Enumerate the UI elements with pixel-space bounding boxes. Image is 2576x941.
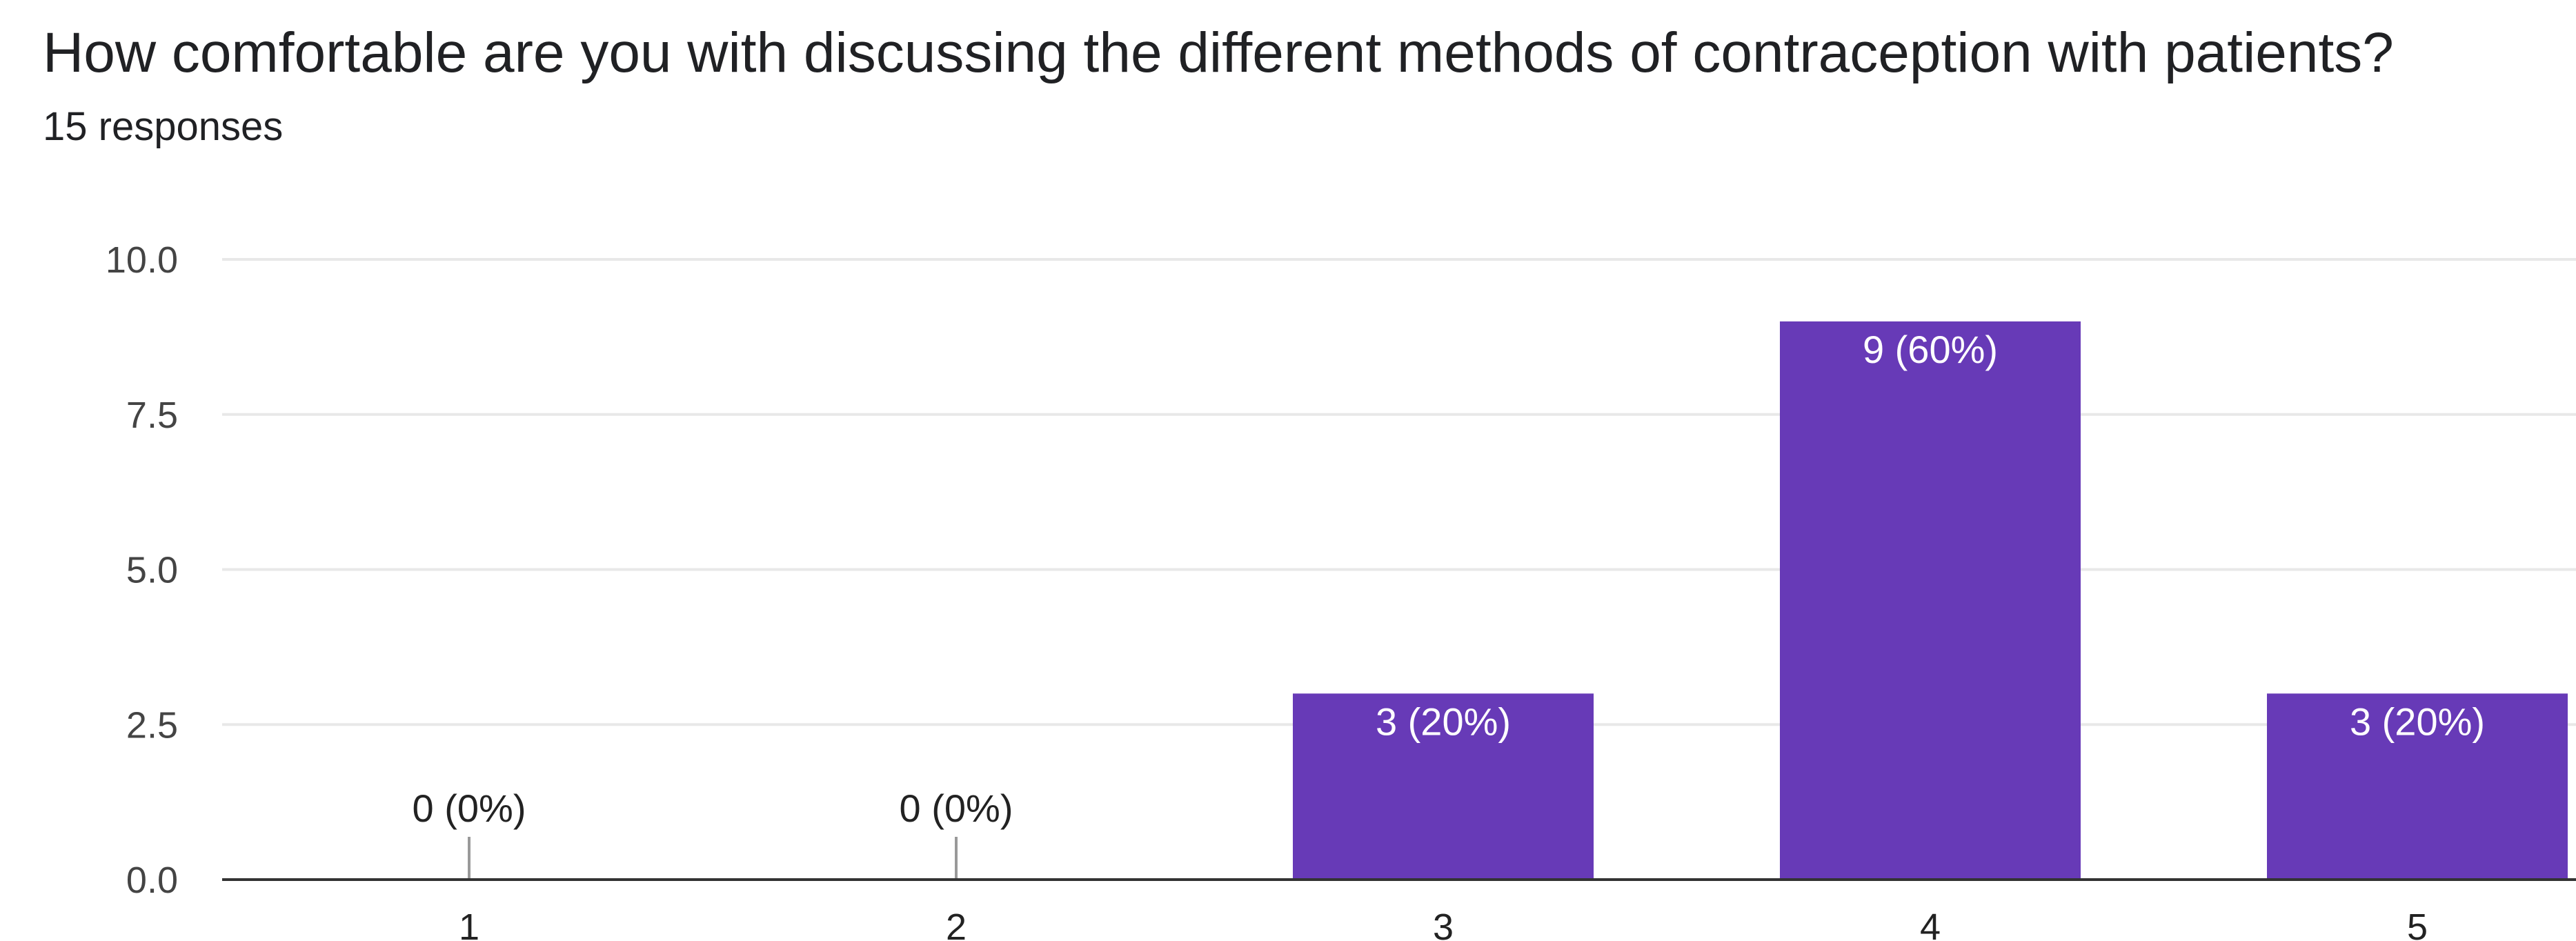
data-label: 0 (0%) [413, 786, 526, 830]
bar [1293, 693, 1594, 880]
y-tick-label: 5.0 [126, 550, 178, 591]
data-label: 3 (20%) [2350, 700, 2485, 743]
data-labels: 0 (0%) 0 (0%) 3 (20%) 9 (60%) 3 (20%) [413, 328, 2486, 830]
x-tick-label: 2 [946, 907, 967, 941]
x-tick-label: 1 [459, 907, 479, 941]
question-title: How comfortable are you with discussing … [43, 21, 2394, 84]
bars [468, 321, 2568, 880]
x-tick-label: 5 [2407, 907, 2428, 941]
bar [2267, 693, 2568, 880]
gridlines [222, 258, 2576, 726]
response-count: 15 responses [43, 104, 284, 149]
data-label: 3 (20%) [1376, 700, 1511, 743]
y-tick-label: 2.5 [126, 704, 178, 746]
y-tick-label: 7.5 [126, 395, 178, 436]
x-axis-ticks: 1 2 3 4 5 [459, 907, 2428, 941]
y-tick-label: 10.0 [106, 239, 178, 281]
y-axis-ticks: 0.0 2.5 5.0 7.5 10.0 [106, 239, 178, 901]
x-tick-label: 3 [1433, 907, 1454, 941]
data-label: 9 (60%) [1863, 328, 1998, 371]
data-label: 0 (0%) [900, 786, 1013, 830]
bar [1780, 321, 2081, 880]
x-tick-label: 4 [1920, 907, 1941, 941]
y-tick-label: 0.0 [126, 860, 178, 901]
